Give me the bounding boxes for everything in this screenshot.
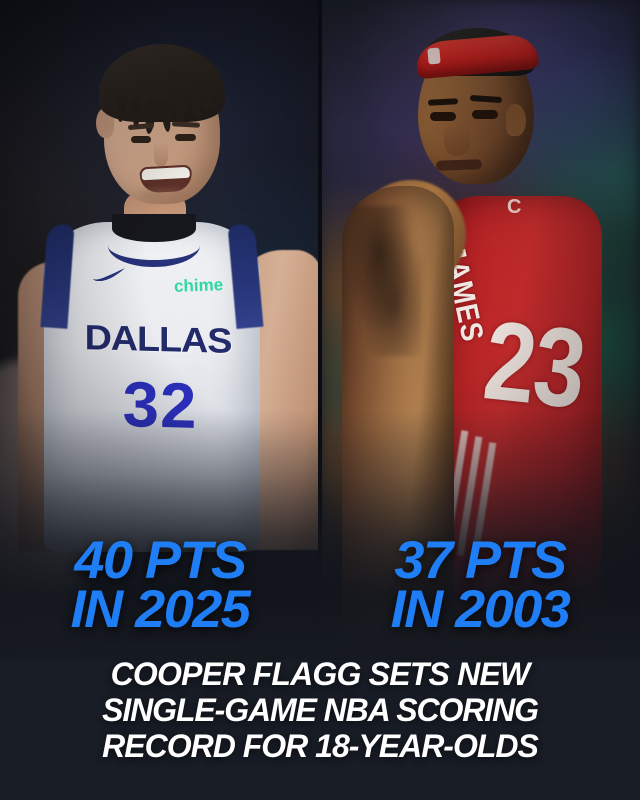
stat-block-right: 37 PTS IN 2003 [320,531,640,648]
nba-logo-icon [427,47,441,65]
player-eye [131,136,151,143]
stat-block-left: 40 PTS IN 2025 [0,531,320,648]
player-ear [506,104,526,136]
headline: COOPER FLAGG SETS NEW SINGLE-GAME NBA SC… [0,658,640,766]
headline-line-3: RECORD FOR 18-YEAR-OLDS [102,728,539,764]
stat-season-left: IN 2025 [70,580,251,640]
captain-patch: C [507,196,522,218]
player-nose [444,124,470,156]
chime-sponsor-logo: chime [173,275,224,296]
jersey-number: 32 [122,368,198,442]
player-chin-shadow [140,188,188,202]
stat-season-right: IN 2003 [390,580,571,640]
headline-line-1: COOPER FLAGG SETS NEW [110,656,531,692]
arm-tattoo [350,206,422,356]
player-eye [472,110,498,119]
headline-line-2: SINGLE-GAME NBA SCORING [102,692,539,728]
player-nose [154,142,168,166]
stats-row: 40 PTS IN 2025 37 PTS IN 2003 [0,531,640,648]
nike-swoosh-icon [93,268,125,281]
player-teeth [141,166,190,181]
player-mouth [435,159,483,171]
player-eye [430,112,456,121]
stat-points-left: 40 PTS [74,531,247,590]
stat-points-right: 37 PTS [394,531,567,590]
jersey-wordmark: DALLAS [84,318,232,361]
player-eye [175,134,196,141]
jersey-neckline-opening [112,214,196,242]
jersey-number: 23 [478,297,590,432]
